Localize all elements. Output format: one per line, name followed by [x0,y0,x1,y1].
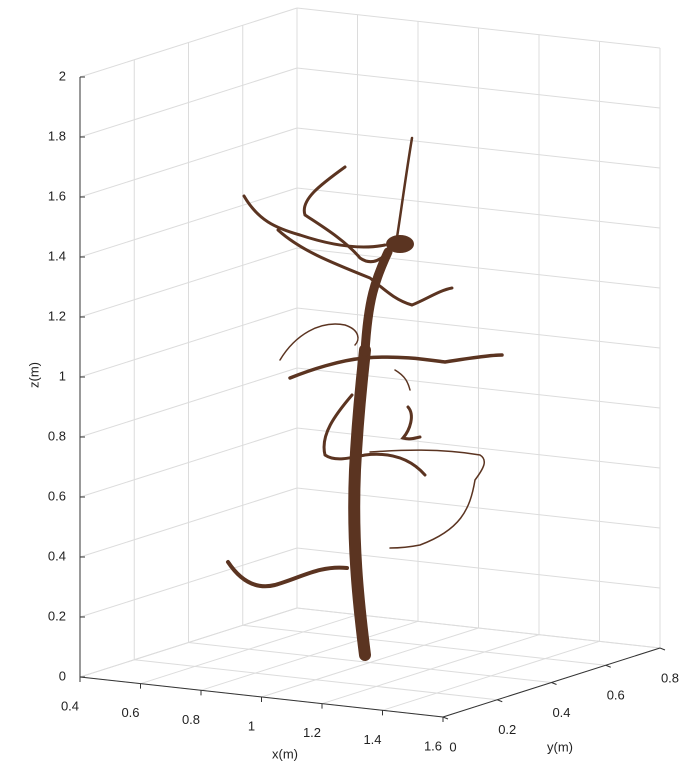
x-tick-label: 0.4 [61,698,79,713]
z-tick-label: 0.2 [48,608,66,623]
y-tick-label: 0 [449,739,456,754]
x-tick-label: 1 [248,718,255,733]
z-tick-label: 1 [59,368,66,383]
y-tick [552,683,557,685]
z-tick-label: 2 [59,68,66,83]
x-tick-label: 1.2 [303,725,321,740]
y-tick [443,717,448,719]
y-tick-label: 0.6 [607,688,625,703]
trunk [354,350,365,655]
tree [228,138,502,655]
x-tick-label: 0.6 [121,705,139,720]
z-tick-label: 1.2 [48,308,66,323]
z-tick-label: 0.6 [48,488,66,503]
y-tick [497,700,502,702]
branch [403,407,420,439]
y-tick [606,665,611,667]
z-tick-label: 0.8 [48,428,66,443]
branch [290,355,502,378]
x-tick-label: 1.4 [363,732,381,747]
grid [80,8,660,717]
branch [370,450,484,548]
z-tick-label: 0 [59,668,66,683]
y-tick [660,648,665,650]
branch [280,324,358,360]
trunk [365,252,388,352]
z-tick-label: 1.6 [48,188,66,203]
z-tick-label: 1.4 [48,248,66,263]
chart: 0.4 0.6 0.8 1 1.2 1.4 1.6 0 0.2 0.4 0.6 0.8 0 0.2 0.4 0… [0,0,695,765]
y-axis-label: y(m) [547,739,573,754]
x-tick-label: 1.6 [424,738,442,753]
y-tick-label: 0.4 [552,705,570,720]
x-tick-label: 0.8 [182,712,200,727]
z-tick-label: 0.4 [48,548,66,563]
branch [395,138,412,250]
branch [278,230,452,305]
z-axis-label: z(m) [26,362,41,388]
x-axis-label: x(m) [272,746,298,761]
y-tick-label: 0.8 [661,670,679,685]
z-tick-label: 1.8 [48,128,66,143]
y-tick-label: 0.2 [498,722,516,737]
branch [228,562,347,586]
trunk-top [386,235,414,253]
